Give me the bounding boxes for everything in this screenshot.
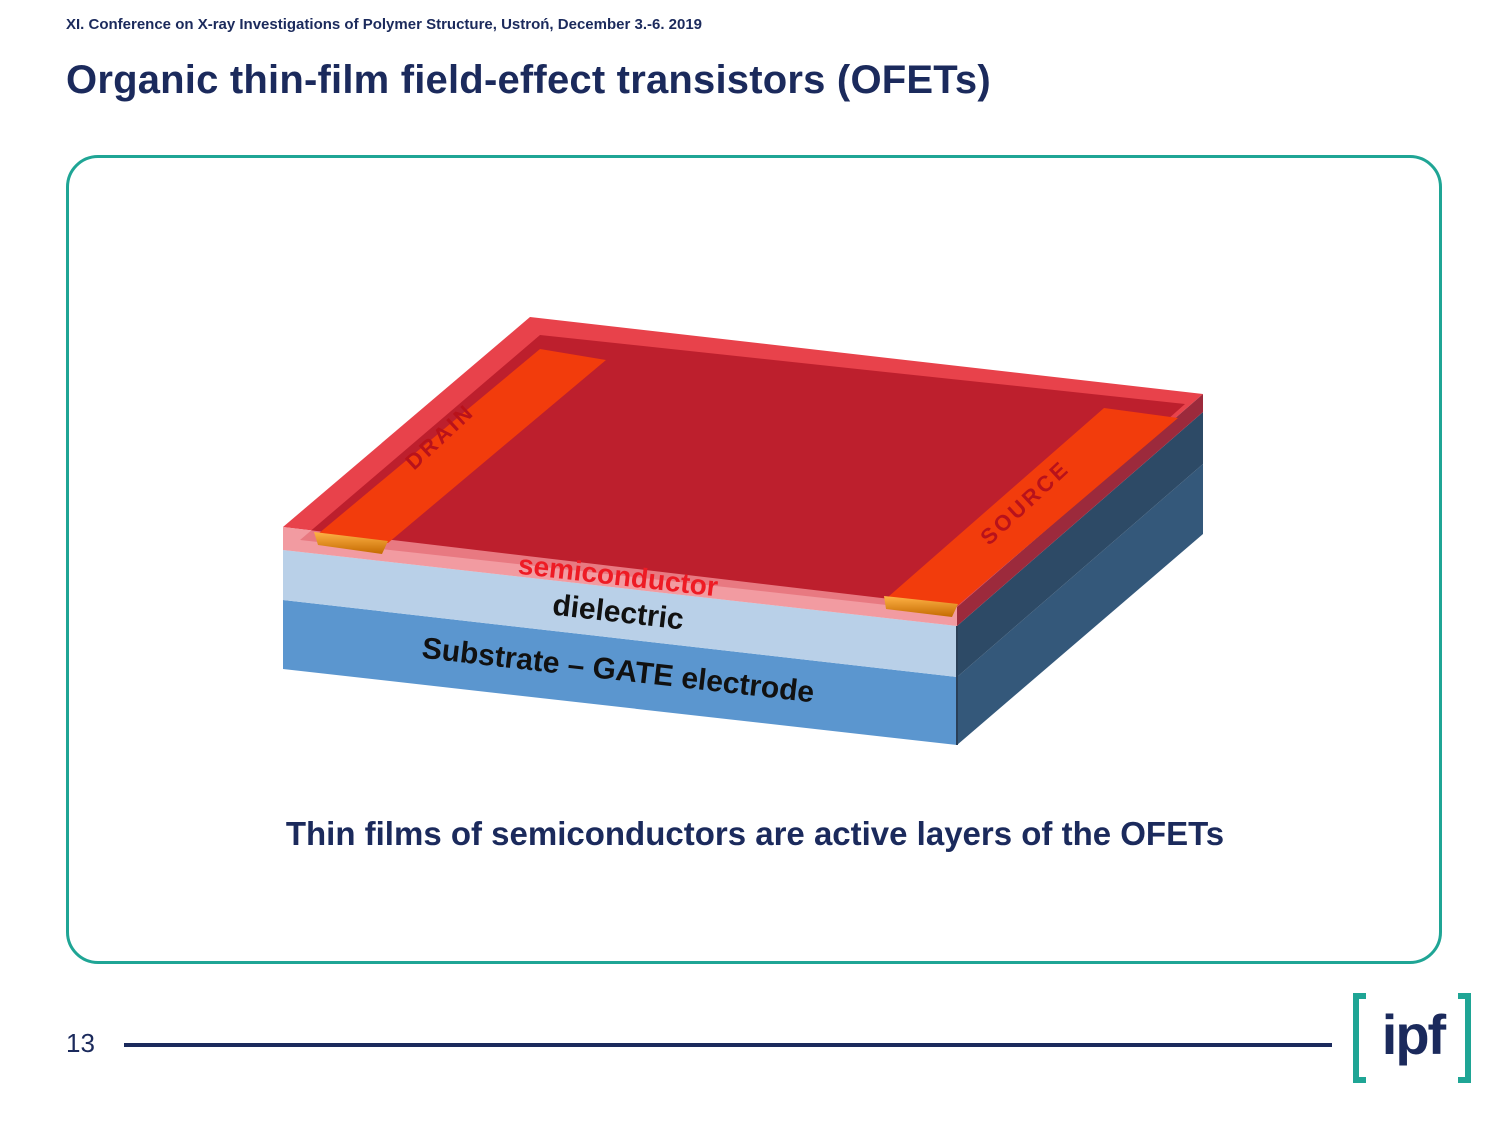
drain-pad bbox=[314, 532, 388, 554]
ipf-logo: ipf bbox=[1353, 993, 1471, 1083]
substrate-layer bbox=[283, 600, 957, 745]
conference-header: XI. Conference on X-ray Investigations o… bbox=[66, 16, 703, 33]
slide-title: Organic thin-film field-effect transisto… bbox=[66, 58, 991, 102]
semiconductor-front bbox=[283, 527, 957, 626]
content-frame bbox=[66, 155, 1442, 964]
source-pad bbox=[884, 596, 958, 617]
logo-text: ipf bbox=[1382, 1003, 1447, 1066]
substrate-side bbox=[957, 464, 1203, 745]
footer-rule bbox=[124, 1043, 1332, 1047]
source-electrode bbox=[888, 408, 1178, 605]
drain-electrode bbox=[318, 349, 606, 543]
dielectric-side bbox=[957, 412, 1203, 677]
semiconductor-side bbox=[957, 394, 1203, 626]
slide-caption: Thin films of semiconductors are active … bbox=[285, 815, 1225, 852]
page-number: 13 bbox=[66, 1028, 95, 1058]
dielectric-layer bbox=[283, 550, 957, 677]
